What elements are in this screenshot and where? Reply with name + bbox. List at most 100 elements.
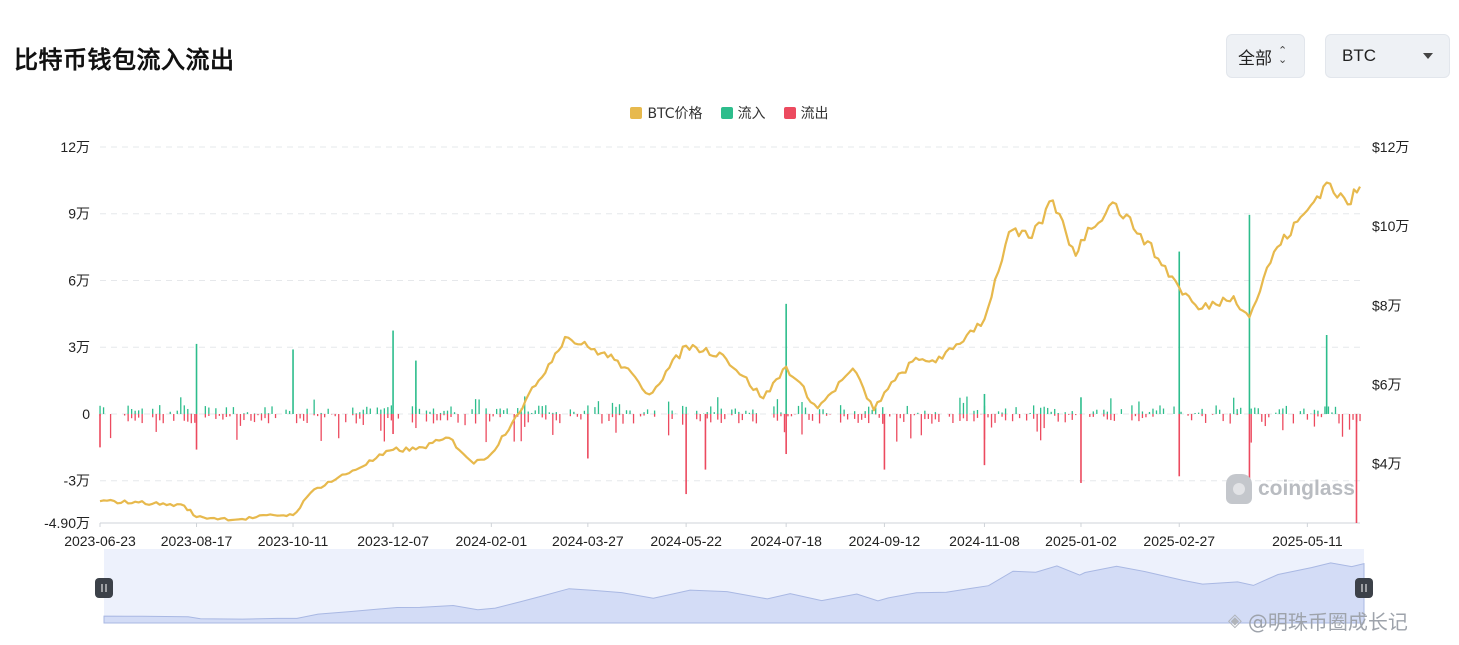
inflow-bar xyxy=(285,409,287,414)
inflow-bar xyxy=(717,397,719,414)
outflow-bar xyxy=(1103,413,1105,417)
outflow-bar xyxy=(643,413,645,416)
outflow-bar xyxy=(302,413,305,421)
outflow-bar xyxy=(295,413,298,424)
inflow-bar xyxy=(738,411,740,414)
inflow-bar xyxy=(271,406,273,414)
inflow-bar xyxy=(1001,412,1003,414)
outflow-bar xyxy=(1011,413,1014,422)
outflow-bar xyxy=(846,413,849,420)
outflow-bar xyxy=(1089,413,1091,417)
outflow-bar xyxy=(383,413,385,442)
inflow-bar xyxy=(748,412,751,414)
outflow-bar xyxy=(1236,413,1238,416)
inflow-bar xyxy=(1215,405,1217,414)
outflow-bar xyxy=(324,413,326,418)
outflow-bar xyxy=(138,413,140,418)
outflow-bar xyxy=(208,413,210,416)
outflow-bar xyxy=(173,413,175,421)
inflow-bar xyxy=(1159,405,1161,414)
inflow-bar xyxy=(1229,413,1231,414)
outflow-bar xyxy=(187,413,189,422)
inflow-bar xyxy=(415,360,417,414)
outflow-bar xyxy=(1187,413,1189,416)
inflow-bar xyxy=(906,405,908,414)
outflow-bar xyxy=(910,413,912,439)
outflow-bar xyxy=(243,413,245,421)
outflow-bar xyxy=(667,413,670,436)
inflow-bar xyxy=(264,407,266,414)
outflow-bar xyxy=(1040,413,1042,441)
inflow-bar xyxy=(597,401,600,414)
inflow-bar xyxy=(1064,412,1066,414)
navigator-handle-right[interactable] xyxy=(1355,578,1373,598)
outflow-bar xyxy=(425,413,428,422)
outflow-bar xyxy=(359,413,361,419)
outflow-bar xyxy=(436,413,438,421)
legend-label-price: BTC价格 xyxy=(647,106,703,122)
outflow-bar xyxy=(853,413,856,419)
inflow-bar xyxy=(818,409,821,414)
x-tick-label: 2023-10-11 xyxy=(258,533,329,549)
legend-item-price[interactable]: BTC价格 xyxy=(630,103,703,123)
outflow-bar xyxy=(899,413,901,419)
legend-item-inflow[interactable]: 流入 xyxy=(720,103,766,123)
inflow-bar xyxy=(776,399,779,414)
inflow-bar xyxy=(392,330,394,414)
outflow-bar xyxy=(1338,413,1340,424)
inflow-bar xyxy=(383,408,385,414)
inflow-bar xyxy=(138,410,140,414)
outflow-bar xyxy=(204,413,206,418)
outflow-bar xyxy=(717,413,719,420)
outflow-bar xyxy=(457,413,459,423)
coin-select[interactable]: BTC xyxy=(1325,34,1450,78)
outflow-bar xyxy=(1043,413,1045,429)
inflow-bar xyxy=(555,412,557,414)
navigator-handle-left[interactable] xyxy=(95,578,113,598)
inflow-bar xyxy=(583,410,586,414)
inflow-bar xyxy=(1201,408,1203,414)
inflow-bar xyxy=(527,411,529,414)
inflow-bar xyxy=(541,406,543,414)
inflow-bar xyxy=(976,409,979,414)
y-left-tick-label: 0 xyxy=(82,406,90,422)
inflow-bar xyxy=(418,408,421,414)
inflow-bar xyxy=(801,401,803,414)
outflow-bar xyxy=(109,413,112,439)
y-left-tick-label: 6万 xyxy=(68,272,90,288)
outflow-bar xyxy=(857,413,859,423)
outflow-bar xyxy=(527,413,529,423)
outflow-bar xyxy=(699,413,701,422)
inflow-bar xyxy=(653,410,656,414)
outflow-bar xyxy=(829,413,831,415)
outflow-bar xyxy=(499,413,501,418)
outflow-bar xyxy=(976,413,979,418)
inflow-bar xyxy=(411,406,414,414)
outflow-bar xyxy=(801,413,803,435)
inflow-bar xyxy=(611,402,614,414)
x-tick-label: 2024-11-08 xyxy=(949,533,1020,549)
outflow-bar xyxy=(1152,413,1154,417)
inflow-bar xyxy=(1040,407,1042,414)
inflow-bar xyxy=(875,407,877,414)
inflow-bar xyxy=(352,407,354,414)
inflow-bar xyxy=(548,412,550,414)
inflow-bar xyxy=(1317,410,1319,414)
inflow-bar xyxy=(1331,412,1333,414)
legend-item-outflow[interactable]: 流出 xyxy=(783,103,829,123)
time-range-select[interactable]: 全部 ⌃ ⌄ xyxy=(1226,34,1305,78)
outflow-bar xyxy=(587,413,589,459)
inflow-bar xyxy=(134,410,136,414)
outflow-bar xyxy=(317,413,319,417)
inflow-bar xyxy=(246,412,249,414)
inflow-bar xyxy=(587,405,589,414)
outflow-bar xyxy=(818,413,821,424)
inflow-bar xyxy=(545,405,547,414)
outflow-bar xyxy=(464,413,466,426)
inflow-bar xyxy=(102,407,105,414)
inflow-bar xyxy=(959,397,961,414)
inflow-bar xyxy=(176,410,178,414)
inflow-bar xyxy=(439,412,442,414)
outflow-bar xyxy=(990,413,993,428)
inflow-bar xyxy=(825,413,828,414)
